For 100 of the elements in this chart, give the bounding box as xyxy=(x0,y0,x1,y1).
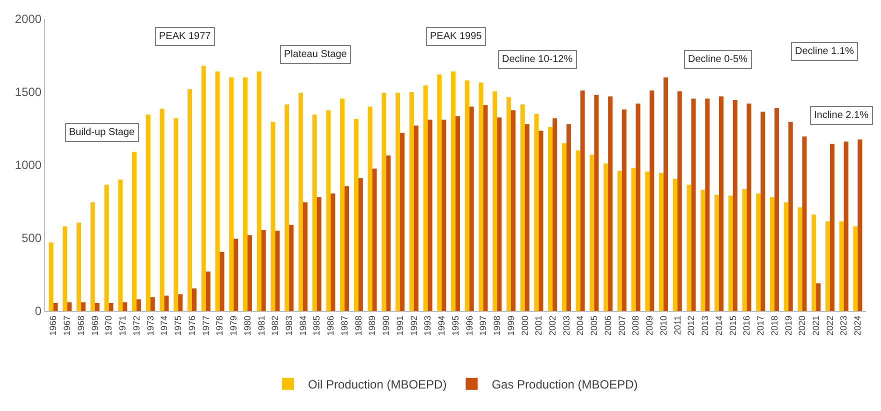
bar xyxy=(229,77,234,311)
bar xyxy=(354,119,358,311)
bar xyxy=(178,294,183,311)
bar xyxy=(396,92,400,311)
bar xyxy=(409,92,414,311)
bar xyxy=(104,184,109,311)
bar xyxy=(506,97,511,311)
x-tick-label: 1978 xyxy=(214,316,225,336)
x-tick-label: 1988 xyxy=(353,316,364,336)
bar xyxy=(164,296,169,311)
x-tick-label: 2009 xyxy=(644,316,655,336)
y-tick-label: 0 xyxy=(34,304,42,318)
bar xyxy=(316,197,322,311)
x-tick-label: 2020 xyxy=(797,316,808,336)
bar xyxy=(562,143,566,311)
bar xyxy=(330,193,336,311)
bar xyxy=(302,202,308,311)
y-tick-label: 1000 xyxy=(14,158,42,172)
bar xyxy=(534,114,539,311)
bar xyxy=(816,283,821,311)
bar xyxy=(62,226,68,311)
bar xyxy=(622,110,626,311)
bar xyxy=(645,172,650,311)
x-tick-label: 1984 xyxy=(298,316,308,336)
annotation: Decline 0-5% xyxy=(688,54,748,65)
bar xyxy=(746,104,752,311)
bar xyxy=(590,154,594,311)
x-tick-label: 1966 xyxy=(48,316,58,336)
x-tick-label: 2018 xyxy=(769,316,780,336)
x-tick-label: 1977 xyxy=(200,316,211,336)
bar xyxy=(67,302,72,311)
y-tick-label: 500 xyxy=(22,231,42,246)
bar xyxy=(788,122,793,311)
bar xyxy=(510,110,516,311)
x-tick-label: 2016 xyxy=(742,316,752,336)
x-tick-label: 1971 xyxy=(118,316,128,336)
bar xyxy=(340,98,345,311)
bar xyxy=(261,230,266,311)
bar xyxy=(839,221,844,311)
bar xyxy=(442,120,446,311)
bar xyxy=(270,122,276,311)
x-tick-label: 1992 xyxy=(408,316,419,336)
bar xyxy=(520,104,525,311)
y-tick-label: 2000 xyxy=(14,12,42,26)
bar xyxy=(344,186,350,311)
x-tick-label: 1968 xyxy=(76,316,86,336)
x-tick-label: 1970 xyxy=(104,316,114,336)
x-tick-label: 2015 xyxy=(728,316,738,336)
bar xyxy=(691,98,696,311)
bar xyxy=(566,124,571,311)
bar xyxy=(450,72,456,311)
bar xyxy=(386,156,391,311)
x-tick-label: 1982 xyxy=(270,316,280,336)
bar xyxy=(594,94,599,311)
x-tick-label: 1986 xyxy=(326,316,336,336)
bar xyxy=(150,297,155,311)
bar xyxy=(617,170,622,311)
bar xyxy=(728,196,733,311)
x-tick-label: 2017 xyxy=(756,316,766,336)
bar xyxy=(742,189,747,311)
bar xyxy=(146,114,150,311)
annotation: Decline 10-12% xyxy=(502,54,573,65)
bar xyxy=(437,74,442,311)
bar xyxy=(256,72,262,311)
bar xyxy=(770,197,774,311)
x-tick-label: 1975 xyxy=(173,316,184,336)
annotation: Decline 1.1% xyxy=(795,46,854,57)
bar xyxy=(650,90,654,311)
x-tick-label: 2002 xyxy=(548,316,558,336)
bar xyxy=(81,302,86,311)
bar xyxy=(664,77,668,311)
annotation: Incline 2.1% xyxy=(814,110,869,121)
bar xyxy=(53,302,58,311)
bar xyxy=(118,180,123,311)
bar xyxy=(631,168,636,311)
x-tick-label: 2024 xyxy=(852,316,863,336)
bar xyxy=(677,91,682,311)
bar xyxy=(358,178,363,311)
bar xyxy=(802,136,807,311)
bar xyxy=(714,194,719,311)
bar xyxy=(48,242,54,311)
bar xyxy=(719,96,724,311)
bar xyxy=(326,110,331,311)
x-tick-label: 1983 xyxy=(284,316,294,336)
x-tick-label: 1972 xyxy=(131,316,142,336)
x-tick-label: 1994 xyxy=(436,316,447,336)
x-tick-label: 1991 xyxy=(394,316,405,336)
bar xyxy=(289,224,294,311)
x-tick-label: 1980 xyxy=(242,316,252,336)
bar xyxy=(580,90,585,311)
bar xyxy=(478,82,484,311)
legend-label: Gas Production (MBOEPD) xyxy=(492,378,638,392)
bar xyxy=(784,202,788,311)
bar xyxy=(201,66,206,311)
bar xyxy=(284,104,290,311)
bar xyxy=(174,118,178,311)
x-tick-label: 1973 xyxy=(145,316,156,336)
x-tick-label: 1990 xyxy=(381,316,392,336)
bar xyxy=(830,144,834,311)
bar xyxy=(76,222,82,311)
